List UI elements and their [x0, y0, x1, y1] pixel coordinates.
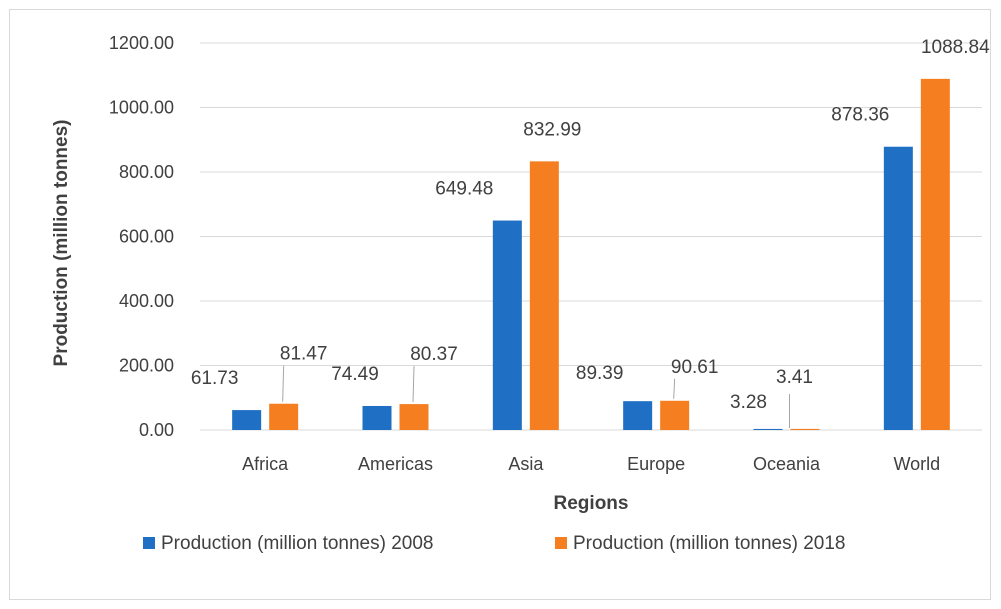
x-tick-label: Americas	[358, 454, 433, 474]
legend-swatch	[555, 537, 567, 549]
x-tick-label: World	[893, 454, 940, 474]
x-tick-label: Africa	[242, 454, 289, 474]
data-label: 878.36	[831, 105, 889, 126]
legend-swatch	[143, 537, 155, 549]
y-axis-ticks: 0.00 200.00 400.00 600.00 800.00 1000.00 1200.…	[109, 33, 174, 440]
data-label: 832.99	[523, 119, 581, 140]
y-tick-label: 1000.00	[109, 98, 174, 118]
y-tick-label: 200.00	[119, 356, 174, 376]
bar-2008	[753, 428, 783, 430]
bar-2018	[269, 403, 299, 430]
y-tick-label: 600.00	[119, 227, 174, 247]
data-label: 3.28	[730, 392, 767, 413]
data-label: 81.47	[280, 344, 328, 365]
legend-label: Production (million tonnes) 2018	[573, 533, 846, 554]
chart-frame: 0.00 200.00 400.00 600.00 800.00 1000.00 1200.…	[9, 9, 991, 600]
bar-chart: 0.00 200.00 400.00 600.00 800.00 1000.00 1200.…	[51, 33, 990, 554]
bar-2018	[920, 78, 950, 431]
data-label: 89.39	[576, 363, 624, 384]
bar-2018	[529, 161, 559, 430]
x-tick-label: Europe	[627, 454, 685, 474]
y-tick-label: 800.00	[119, 162, 174, 182]
bar-2008	[623, 401, 653, 430]
leader-line	[412, 366, 415, 403]
data-label: 649.48	[435, 179, 493, 200]
data-label: 74.49	[331, 364, 379, 385]
leader-line	[673, 378, 676, 399]
bar-2008	[492, 220, 522, 430]
data-label: 3.41	[776, 367, 813, 388]
y-axis-title: Production (million tonnes)	[51, 120, 72, 367]
x-tick-label: Oceania	[753, 454, 821, 474]
y-tick-label: 1200.00	[109, 33, 174, 53]
legend: Production (million tonnes) 2008 Producti…	[143, 533, 846, 554]
bar-2018	[790, 428, 820, 430]
legend-label: Production (million tonnes) 2008	[161, 533, 434, 554]
y-tick-label: 400.00	[119, 291, 174, 311]
bar-2018	[399, 404, 429, 430]
bar-2018	[660, 400, 690, 430]
x-axis-title: Regions	[554, 493, 629, 514]
x-tick-label: Asia	[508, 454, 544, 474]
data-label: 80.37	[410, 344, 458, 365]
gridlines	[200, 42, 982, 431]
data-label: 90.61	[671, 357, 719, 378]
bar-2008	[362, 405, 392, 430]
bar-2008	[232, 410, 262, 430]
y-tick-label: 0.00	[139, 420, 174, 440]
label-leader-lines	[282, 365, 790, 428]
x-axis-ticks: Africa Americas Asia Europe Oceania World	[242, 454, 940, 474]
bar-2008	[883, 146, 913, 431]
data-label: 1088.84	[921, 37, 990, 58]
leader-line	[282, 365, 285, 402]
bars	[232, 78, 950, 431]
data-label: 61.73	[191, 368, 239, 389]
